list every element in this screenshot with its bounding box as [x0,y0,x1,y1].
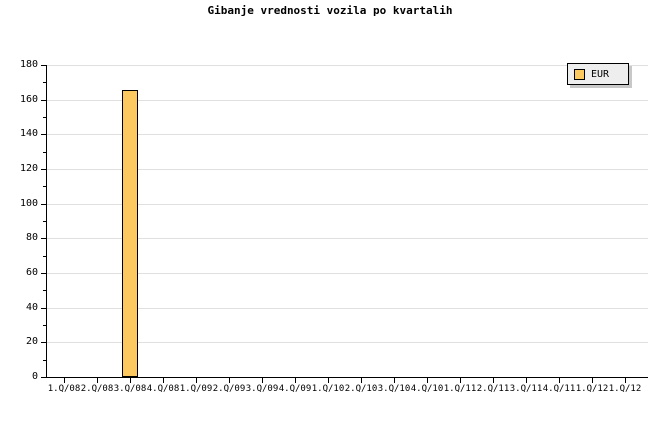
gridline [46,342,648,344]
y-axis-minor-tick [43,221,47,222]
x-axis-tick-label: 3.Q/08 [113,384,147,394]
x-axis-tick [130,378,131,383]
x-axis-tick-label: 4.Q/09 [278,384,312,394]
x-axis-tick [625,378,626,383]
x-axis-tick [196,378,197,383]
y-axis-tick-label: 40 [25,301,38,313]
x-axis-tick [394,378,395,383]
x-axis-tick [493,378,494,383]
gridline [46,238,648,240]
x-axis-tick-label: 2.Q/11 [476,384,510,394]
x-axis-tick [229,378,230,383]
x-axis-tick-label: 1.Q/11 [443,384,477,394]
y-axis-tick [41,307,47,309]
plot-area [46,65,648,377]
y-axis-tick [41,169,47,170]
y-axis-tick [41,377,47,378]
x-axis-tick-label: 1.Q/12 [575,384,609,394]
x-axis-tick-label: 2.Q/10 [344,384,378,394]
x-axis-tick-label: 3.Q/09 [245,384,279,394]
gridline [46,65,648,66]
x-axis-tick [526,378,527,383]
x-axis-tick-label: 3.Q/11 [509,384,543,394]
y-axis-tick [41,203,47,205]
y-axis-minor-tick [43,325,47,326]
x-axis-tick-label: 1.Q/08 [47,384,81,394]
y-axis-tick-label: 160 [19,93,38,105]
y-axis-tick-label: 120 [19,163,38,174]
y-axis-tick [41,134,47,136]
y-axis-tick-label: 100 [19,197,38,209]
x-axis-tick-label: 2.Q/08 [80,384,114,394]
gridline [46,307,648,309]
y-axis-tick-label: 0 [31,371,38,382]
legend-box[interactable]: EUR [567,63,629,85]
bar [122,90,138,377]
x-axis-tick [427,378,428,383]
legend-label-eur: EUR [591,68,610,80]
y-axis-tick-label: 180 [19,59,38,70]
y-axis-tick [41,99,47,101]
gridline [46,273,648,274]
x-axis-tick [97,378,98,383]
x-axis-tick [328,378,329,383]
x-axis-tick [295,378,296,383]
x-axis-tick [559,378,560,383]
x-axis-tick-label: 4.Q/10 [410,384,444,394]
y-axis-minor-tick [43,359,47,361]
y-axis-minor-tick [43,255,47,257]
legend-swatch-eur [574,68,585,80]
chart-title: Gibanje vrednosti vozila po kvartalih [207,4,453,17]
y-axis-tick-label: 20 [25,336,38,348]
y-axis-tick [41,273,47,274]
y-axis-minor-tick [43,290,47,292]
gridline [46,203,648,205]
x-axis-tick-label: 1.Q/12 [608,384,642,394]
gridline [46,134,648,136]
gridline [46,169,648,170]
y-axis-minor-tick [43,82,47,84]
x-axis-tick [361,378,362,383]
x-axis-tick [592,378,593,383]
x-axis-line [46,377,648,378]
x-axis-tick [163,378,164,383]
y-axis-minor-tick [43,117,47,118]
y-axis-labels: 0 20 40 60 80 100 120 140 160 180 [0,0,38,440]
gridline [46,99,648,101]
x-axis-tick-label: 3.Q/10 [377,384,411,394]
chart-legend[interactable]: EUR [567,63,632,88]
x-axis-tick-label: 1.Q/10 [311,384,345,394]
y-axis-minor-tick [43,151,47,153]
x-axis-tick [64,378,65,383]
x-axis-tick-label: 4.Q/11 [542,384,576,394]
y-axis-tick [41,65,47,66]
y-axis-tick-label: 140 [19,128,38,140]
y-axis-tick [41,238,47,240]
x-axis-tick-label: 1.Q/09 [179,384,213,394]
x-axis-tick-label: 2.Q/09 [212,384,246,394]
y-axis-tick-label: 60 [25,267,38,278]
y-axis-minor-tick [43,186,47,188]
y-axis-tick-label: 80 [25,232,38,244]
x-axis-tick [460,378,461,383]
x-axis-tick [262,378,263,383]
x-axis-tick-label: 4.Q/08 [146,384,180,394]
y-axis-tick [41,342,47,344]
